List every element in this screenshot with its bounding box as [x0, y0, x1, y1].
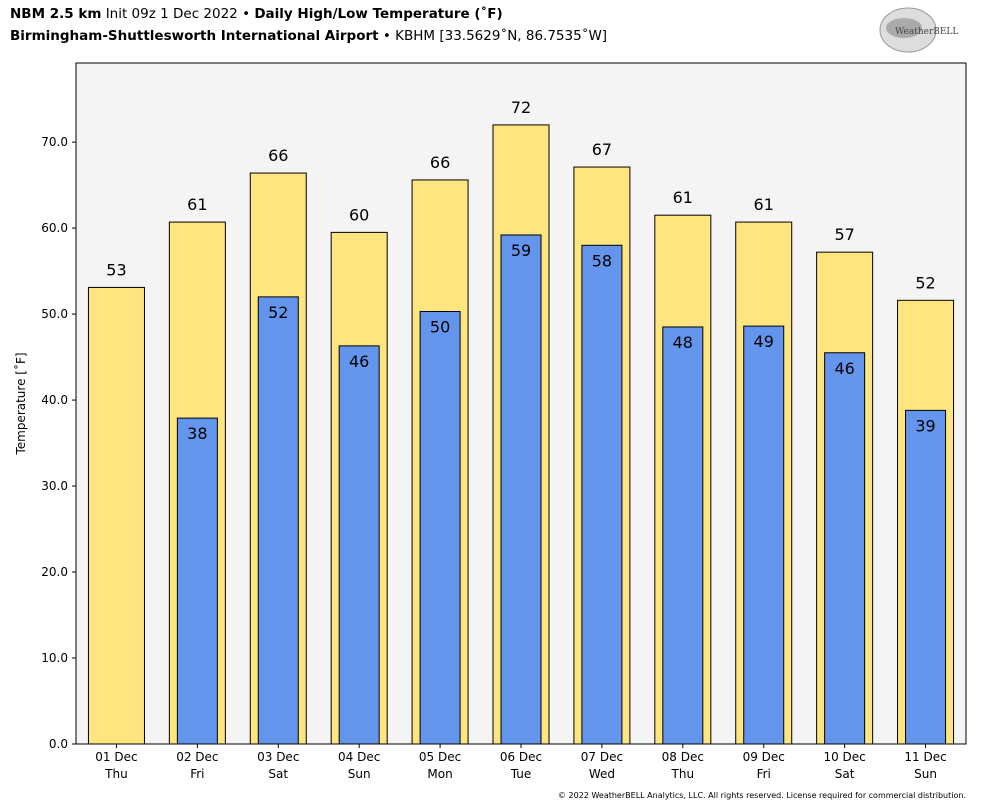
- y-tick-label: 40.0: [41, 393, 68, 407]
- x-tick-label-date: 09 Dec: [743, 750, 785, 764]
- low-label: 38: [187, 424, 207, 443]
- high-label: 66: [430, 153, 450, 172]
- x-tick-label-date: 06 Dec: [500, 750, 542, 764]
- high-label: 57: [834, 225, 854, 244]
- high-label: 66: [268, 146, 288, 165]
- x-tick-label-date: 10 Dec: [823, 750, 865, 764]
- low-label: 50: [430, 317, 450, 336]
- x-tick-label-day: Sat: [268, 767, 288, 781]
- x-tick-label-date: 05 Dec: [419, 750, 461, 764]
- low-bar: [824, 352, 866, 745]
- x-tick-label-day: Fri: [757, 767, 771, 781]
- logo-text: WeatherBELL: [895, 27, 958, 37]
- x-tick-label-date: 01 Dec: [95, 750, 137, 764]
- x-tick-label-date: 04 Dec: [338, 750, 380, 764]
- low-bar: [338, 345, 380, 745]
- x-tick-label-date: 07 Dec: [581, 750, 623, 764]
- low-label: 46: [834, 359, 854, 378]
- x-tick-label-date: 03 Dec: [257, 750, 299, 764]
- low-bar: [500, 234, 542, 745]
- low-bar: [419, 310, 461, 745]
- x-tick-label-date: 08 Dec: [662, 750, 704, 764]
- x-tick-label-day: Wed: [589, 767, 615, 781]
- y-tick-label: 70.0: [41, 135, 68, 149]
- x-tick-label-day: Sun: [914, 767, 937, 781]
- y-tick-label: 50.0: [41, 307, 68, 321]
- y-tick-label: 0.0: [49, 737, 68, 751]
- high-label: 61: [673, 188, 693, 207]
- high-bar: [87, 286, 145, 745]
- low-label: 58: [592, 251, 612, 270]
- low-bar: [662, 326, 704, 745]
- low-bar: [257, 296, 299, 745]
- copyright-footer: © 2022 WeatherBELL Analytics, LLC. All r…: [558, 791, 966, 800]
- low-bar: [905, 409, 947, 745]
- low-bar: [581, 244, 623, 745]
- high-label: 60: [349, 205, 369, 224]
- high-label: 61: [187, 195, 207, 214]
- low-label: 49: [754, 332, 774, 351]
- high-label: 61: [754, 195, 774, 214]
- high-label: 67: [592, 140, 612, 159]
- x-tick-label-day: Thu: [671, 767, 695, 781]
- low-bar: [743, 325, 785, 745]
- x-tick-label-day: Mon: [427, 767, 452, 781]
- high-label: 72: [511, 98, 531, 117]
- chart-title-line2: Birmingham-Shuttlesworth International A…: [10, 28, 608, 44]
- x-tick-label-day: Fri: [190, 767, 204, 781]
- low-label: 59: [511, 241, 531, 260]
- x-tick-label-day: Sat: [835, 767, 855, 781]
- high-label: 53: [106, 260, 126, 279]
- x-tick-label-day: Thu: [104, 767, 128, 781]
- plot-frame: [75, 62, 967, 745]
- x-tick-label-date: 02 Dec: [176, 750, 218, 764]
- y-tick-label: 30.0: [41, 479, 68, 493]
- x-tick-label-day: Tue: [510, 767, 532, 781]
- chart-title-line1: NBM 2.5 km Init 09z 1 Dec 2022 • Daily H…: [10, 6, 503, 22]
- y-tick-label: 20.0: [41, 565, 68, 579]
- high-label: 52: [915, 273, 935, 292]
- low-bar: [176, 417, 218, 745]
- low-label: 39: [915, 416, 935, 435]
- y-tick-label: 60.0: [41, 221, 68, 235]
- low-label: 52: [268, 303, 288, 322]
- x-tick-label-date: 11 Dec: [904, 750, 946, 764]
- y-axis-label: Temperature [˚F]: [13, 352, 28, 455]
- y-tick-label: 10.0: [41, 651, 68, 665]
- low-label: 48: [673, 333, 693, 352]
- low-label: 46: [349, 352, 369, 371]
- x-tick-label-day: Sun: [348, 767, 371, 781]
- weatherbell-logo: [879, 7, 937, 53]
